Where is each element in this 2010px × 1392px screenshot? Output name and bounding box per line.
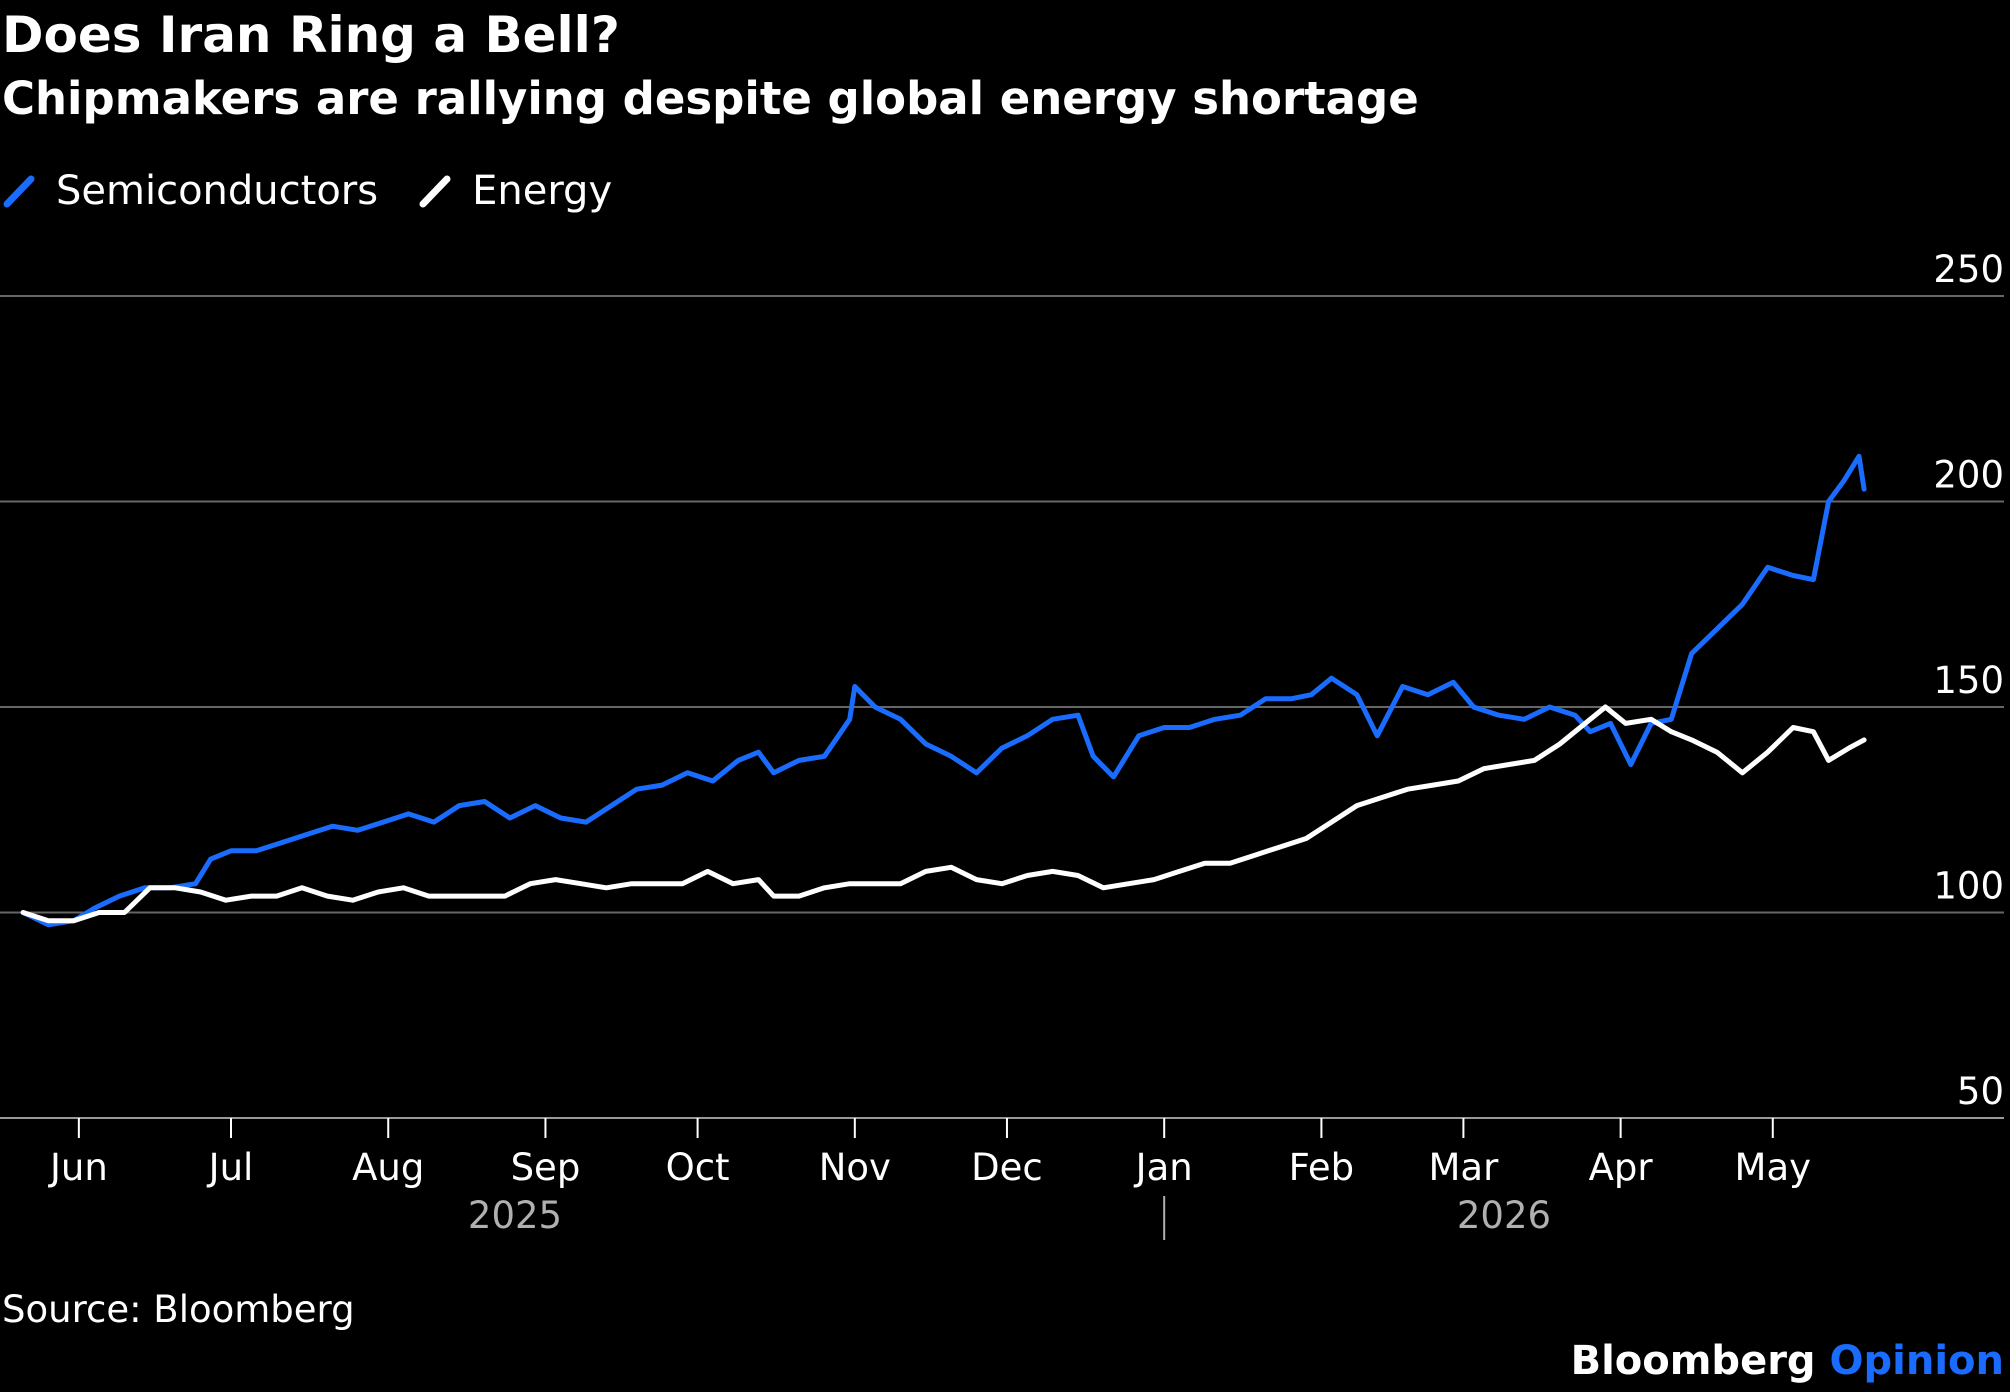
legend: Semiconductors Energy	[2, 166, 652, 216]
x-tick-label-oct: Oct	[666, 1146, 730, 1189]
y-tick-label-50: 50	[1957, 1070, 2004, 1113]
chart-subtitle: Chipmakers are rallying despite global e…	[2, 72, 1419, 125]
chart-title: Does Iran Ring a Bell?	[2, 6, 620, 64]
grid-layer: 50 100 150 200 250	[0, 248, 2004, 1119]
x-tick-label-nov: Nov	[819, 1146, 891, 1189]
x-tick-label-mar: Mar	[1429, 1146, 1500, 1189]
year-label-2026: 2026	[1457, 1194, 1551, 1237]
series-line-semiconductors	[20, 453, 1867, 928]
brand-bloomberg: Bloomberg	[1570, 1338, 1816, 1384]
legend-label-semiconductors: Semiconductors	[56, 168, 379, 214]
x-tick-label-jun: Jun	[48, 1146, 108, 1189]
y-tick-label-100: 100	[1933, 865, 2004, 908]
x-tick-label-jan: Jan	[1134, 1146, 1193, 1189]
x-tick-label-sep: Sep	[511, 1146, 581, 1189]
y-tick-label-200: 200	[1933, 454, 2004, 497]
x-tick-label-apr: Apr	[1589, 1146, 1654, 1189]
x-tick-label-may: May	[1735, 1146, 1812, 1189]
series-layer	[20, 453, 1867, 928]
x-tick-label-dec: Dec	[971, 1146, 1043, 1189]
brand-logo: Bloomberg Opinion	[1571, 1338, 2004, 1384]
legend-swatch-semiconductors	[3, 175, 35, 208]
y-tick-label-150: 150	[1933, 659, 2004, 702]
brand-opinion: Opinion	[1829, 1338, 2005, 1384]
x-axis: Jun Jul Aug Sep Oct Nov Dec Jan Feb Mar Apr May 2025…	[48, 1118, 1811, 1240]
year-label-2025: 2025	[468, 1194, 562, 1237]
legend-entry-semiconductors: Semiconductors	[2, 168, 378, 214]
x-tick-label-jul: Jul	[207, 1146, 254, 1189]
legend-swatch-energy	[419, 175, 451, 208]
series-line-energy	[20, 704, 1867, 924]
y-tick-label-250: 250	[1933, 248, 2004, 291]
legend-label-energy: Energy	[472, 168, 613, 214]
x-tick-label-aug: Aug	[352, 1146, 424, 1189]
legend-entry-energy: Energy	[418, 168, 612, 214]
x-tick-label-feb: Feb	[1289, 1146, 1355, 1189]
source-note: Source: Bloomberg	[2, 1288, 355, 1331]
